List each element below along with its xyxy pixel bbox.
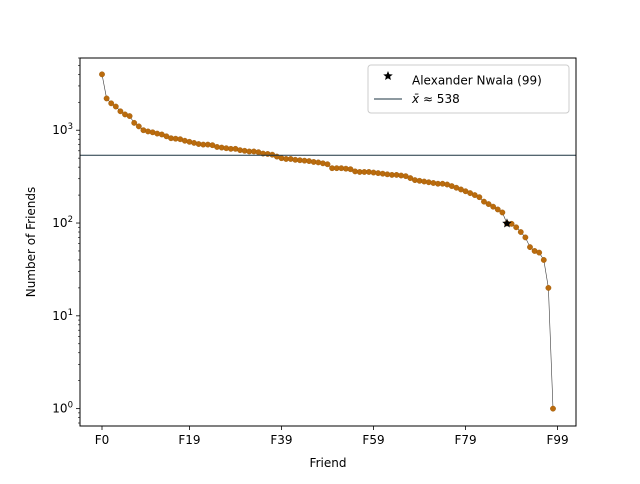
- data-point: [112, 103, 119, 110]
- legend-highlight-marker-group: [383, 71, 393, 81]
- data-point: [117, 108, 124, 115]
- legend-star-icon: [383, 71, 393, 81]
- y-tick-label: 101: [52, 308, 73, 323]
- data-point: [545, 284, 552, 291]
- plot-frame: [79, 57, 577, 427]
- highlight-star-marker: [502, 218, 512, 228]
- data-point: [108, 100, 115, 107]
- x-tick-label: F39: [270, 433, 292, 447]
- data-point: [126, 113, 133, 119]
- x-tick-label: F59: [362, 433, 384, 447]
- y-tick-label-exponent: 2: [68, 215, 73, 225]
- data-point: [103, 95, 110, 102]
- data-point: [550, 405, 556, 412]
- x-tick-label: F19: [178, 433, 200, 447]
- data-point: [513, 224, 520, 231]
- x-axis-label: Friend: [310, 456, 347, 470]
- data-point: [481, 198, 487, 205]
- y-tick-label-base: 10: [52, 216, 67, 230]
- data-point: [485, 201, 492, 207]
- data-point: [490, 203, 497, 210]
- y-tick-label-base: 10: [52, 402, 67, 416]
- data-point: [99, 71, 105, 78]
- y-tick-label-exponent: 3: [68, 122, 73, 132]
- legend-mean-label: x̄ ≈ 538: [411, 92, 460, 106]
- y-tick-label-exponent: 1: [68, 308, 73, 318]
- data-point: [324, 161, 331, 168]
- legend: Alexander Nwala (99) x̄ ≈ 538: [367, 64, 570, 114]
- data-point: [517, 229, 524, 235]
- y-tick-label: 102: [52, 215, 73, 230]
- legend-box: [367, 64, 570, 114]
- x-tick-label: F0: [95, 433, 110, 447]
- plot-layer: [80, 71, 576, 412]
- data-point: [527, 244, 533, 251]
- data-point: [135, 123, 142, 130]
- x-tick-label: F99: [547, 433, 569, 447]
- y-tick-label-base: 10: [52, 309, 67, 323]
- data-point: [476, 194, 483, 201]
- data-point: [522, 234, 529, 241]
- legend-highlight-label: Alexander Nwala (99): [412, 74, 542, 88]
- y-tick-label: 100: [52, 401, 73, 416]
- data-point: [131, 119, 138, 126]
- data-point: [494, 206, 501, 213]
- data-point: [499, 209, 506, 216]
- y-tick-label: 103: [52, 122, 73, 137]
- y-tick-label-base: 10: [52, 123, 67, 137]
- legend-mean-value: ≈ 538: [423, 92, 460, 106]
- data-point: [540, 257, 547, 263]
- x-tick-label: F79: [454, 433, 476, 447]
- legend-mean-symbol: x̄: [411, 92, 420, 106]
- y-tick-label-exponent: 0: [68, 401, 73, 411]
- y-axis-label: Number of Friends: [24, 187, 38, 298]
- data-point: [536, 249, 543, 256]
